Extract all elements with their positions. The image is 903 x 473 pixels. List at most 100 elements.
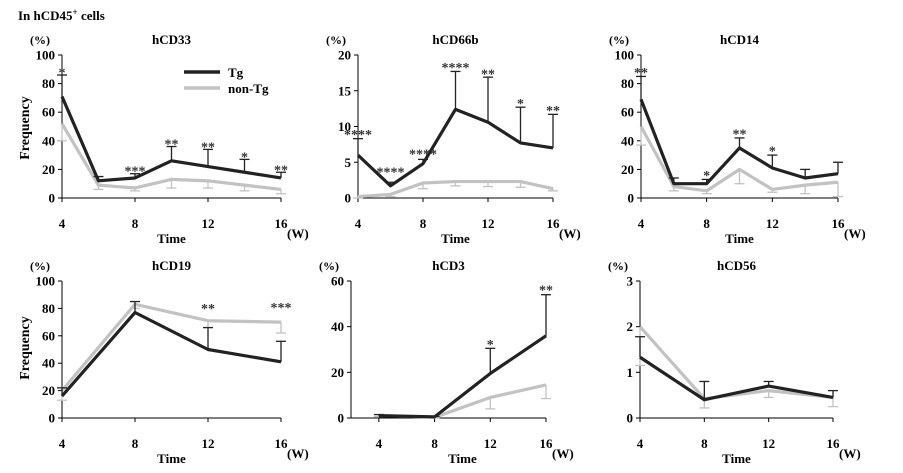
x-unit-label: (W)	[552, 446, 574, 461]
x-axis-label: Time	[441, 231, 470, 246]
chart-title: hCD66b	[432, 32, 478, 47]
y-tick-label: 5	[345, 155, 352, 170]
x-tick-label: 12	[202, 436, 215, 451]
significance-label: **	[539, 283, 553, 298]
y-unit-label: (%)	[30, 259, 50, 273]
y-tick-label: 1	[627, 365, 634, 380]
chart-title: hCD19	[152, 258, 192, 273]
x-tick-label: 8	[703, 216, 710, 231]
y-tick-label: 20	[42, 383, 55, 398]
x-tick-label: 16	[827, 436, 841, 451]
series-line	[639, 125, 839, 193]
y-tick-label: 0	[627, 411, 634, 426]
legend-label: non-Tg	[228, 81, 269, 96]
significance-label: **	[546, 104, 560, 119]
x-unit-label: (W)	[839, 446, 861, 461]
chart-title: hCD14	[720, 32, 760, 47]
series-line	[638, 325, 834, 401]
y-unit-label: (%)	[326, 33, 346, 47]
y-tick-label: 60	[621, 105, 634, 120]
x-tick-label: 12	[762, 436, 775, 451]
significance-label: **	[733, 128, 747, 143]
y-tick-label: 40	[621, 133, 634, 148]
y-tick-label: 60	[331, 274, 344, 289]
y-axis-label-top: Frequency	[18, 96, 33, 160]
series-non-tg	[57, 302, 286, 401]
y-tick-label: 20	[331, 365, 344, 380]
series-tg	[636, 75, 843, 186]
significance-label: *	[769, 145, 776, 160]
y-unit-label: (%)	[609, 33, 629, 47]
x-tick-label: 4	[638, 216, 645, 231]
x-axis-label: Time	[722, 451, 751, 466]
series-tg	[353, 70, 558, 188]
significance-label: **	[634, 66, 648, 81]
series-non-tg	[635, 325, 838, 409]
y-tick-label: 40	[331, 319, 344, 334]
x-tick-label: 8	[420, 216, 427, 231]
significance-label: ***	[125, 165, 146, 180]
series-non-tg	[57, 122, 286, 195]
y-axis-label-bottom: Frequency	[18, 316, 33, 380]
y-unit-label: (%)	[608, 259, 628, 273]
chart-title: hCD56	[717, 258, 757, 273]
series-line	[639, 98, 839, 186]
significance-label: ****	[377, 165, 405, 180]
series-tg	[57, 74, 286, 183]
series-tg	[57, 300, 286, 398]
x-tick-label: 8	[701, 436, 708, 451]
y-tick-label: 80	[42, 76, 55, 91]
x-tick-label: 4	[637, 436, 644, 451]
y-tick-label: 100	[615, 48, 635, 63]
x-tick-label: 4	[376, 436, 383, 451]
y-tick-label: 80	[42, 301, 55, 316]
y-tick-label: 2	[627, 319, 634, 334]
y-unit-label: (%)	[319, 259, 339, 273]
chart-title: hCD3	[432, 258, 465, 273]
series-tg	[373, 294, 551, 419]
significance-label: *	[487, 338, 494, 353]
series-non-tg	[636, 125, 843, 198]
series-line	[60, 95, 282, 183]
y-tick-label: 3	[627, 274, 634, 289]
significance-label: *	[59, 66, 66, 81]
legend-label: Tg	[228, 65, 244, 80]
x-tick-label: 12	[484, 436, 497, 451]
significance-label: ****	[442, 61, 470, 76]
series-non-tg	[353, 179, 558, 199]
x-tick-label: 16	[540, 436, 554, 451]
x-tick-label: 4	[59, 216, 66, 231]
significance-label: *	[241, 150, 248, 165]
x-unit-label: (W)	[844, 226, 866, 241]
y-unit-label: (%)	[30, 33, 50, 47]
series-line	[356, 107, 554, 188]
header-text: In hCD45	[18, 8, 73, 23]
series-line	[60, 122, 282, 192]
y-tick-label: 40	[42, 356, 55, 371]
y-tick-label: 60	[42, 105, 55, 120]
x-axis-label: Time	[157, 451, 186, 466]
x-tick-label: 12	[482, 216, 495, 231]
y-tick-label: 0	[49, 411, 56, 426]
x-unit-label: (W)	[559, 226, 581, 241]
header-superscript: +	[73, 7, 78, 17]
significance-label: **	[165, 138, 179, 153]
significance-label: *	[703, 169, 710, 184]
x-tick-label: 4	[59, 436, 66, 451]
significance-label: ****	[344, 128, 372, 143]
chart-title: hCD33	[152, 32, 192, 47]
significance-label: **	[274, 163, 288, 178]
series-non-tg	[373, 383, 551, 419]
x-tick-label: 8	[132, 436, 139, 451]
significance-label: **	[201, 140, 215, 155]
figure-header: In hCD45+ cells	[18, 7, 105, 23]
x-tick-label: 12	[766, 216, 779, 231]
significance-label: **	[201, 302, 215, 317]
